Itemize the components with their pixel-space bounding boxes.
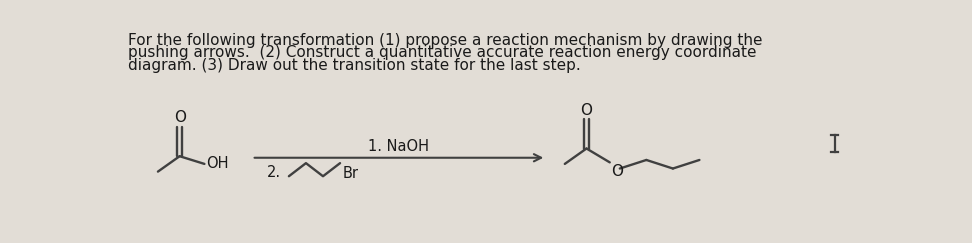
Text: 1. NaOH: 1. NaOH bbox=[368, 139, 430, 154]
Text: pushing arrows.  (2) Construct a quantitative accurate reaction energy coordinat: pushing arrows. (2) Construct a quantita… bbox=[127, 45, 756, 61]
Text: For the following transformation (1) propose a reaction mechanism by drawing the: For the following transformation (1) pro… bbox=[127, 33, 762, 48]
Text: O: O bbox=[580, 103, 593, 118]
Text: O: O bbox=[174, 110, 186, 125]
Text: diagram. (3) Draw out the transition state for the last step.: diagram. (3) Draw out the transition sta… bbox=[127, 58, 580, 73]
Text: OH: OH bbox=[206, 156, 228, 171]
Text: O: O bbox=[611, 164, 623, 179]
Text: Br: Br bbox=[342, 166, 359, 181]
Text: 2.: 2. bbox=[267, 165, 281, 181]
